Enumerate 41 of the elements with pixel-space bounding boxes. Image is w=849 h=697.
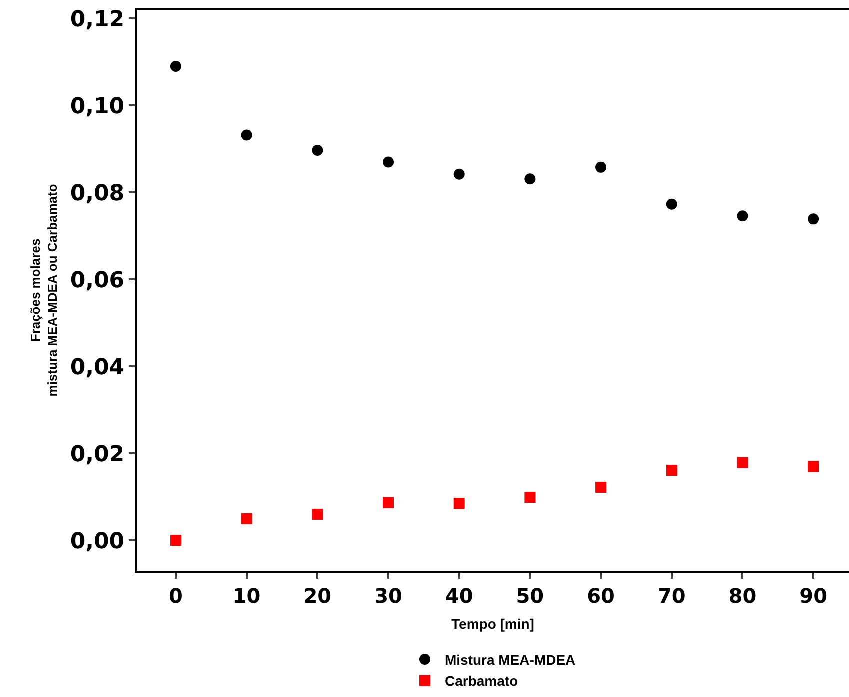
point [808, 461, 820, 472]
point [666, 198, 678, 210]
x-tick-label: 10 [232, 584, 261, 608]
x-tick-label: 40 [445, 584, 474, 608]
point [454, 498, 465, 510]
x-axis-title: Tempo [min] [452, 616, 534, 632]
point [241, 513, 252, 524]
point [737, 457, 748, 468]
point [666, 465, 678, 476]
legend-label: Carbamato [445, 673, 518, 690]
y-tick-label: 0,02 [70, 442, 125, 468]
x-tick-label: 60 [587, 584, 615, 608]
legend-label: Mistura MEA-MDEA [445, 652, 576, 668]
x-tick-label: 0 [169, 584, 183, 608]
point [524, 174, 536, 185]
y-tick-label: 0,12 [70, 7, 125, 32]
point [312, 508, 324, 520]
point [170, 61, 182, 72]
x-tick-label: 20 [304, 584, 332, 608]
point [170, 535, 182, 546]
point [808, 214, 820, 225]
x-tick-label: 90 [800, 584, 828, 608]
x-tick-label: 80 [728, 584, 757, 608]
x-tick-label: 70 [658, 584, 686, 608]
y-tick-label: 0,08 [70, 181, 125, 206]
point [241, 130, 252, 141]
point [596, 162, 607, 173]
point [524, 492, 536, 503]
y-tick-label: 0,04 [70, 355, 125, 380]
point [383, 497, 394, 508]
point [454, 168, 465, 180]
y-axis-title: Frações molares mistura MEA-MDEA ou Carbamato [28, 184, 60, 397]
point [312, 144, 324, 156]
x-tick-label: 30 [374, 584, 402, 608]
y-tick-label: 0,10 [70, 94, 125, 120]
point [383, 156, 394, 168]
point [596, 482, 607, 493]
y-tick-label: 0,00 [70, 529, 125, 554]
x-tick-label: 50 [516, 584, 544, 608]
y-tick-label: 0,06 [70, 268, 125, 294]
point [737, 210, 748, 222]
